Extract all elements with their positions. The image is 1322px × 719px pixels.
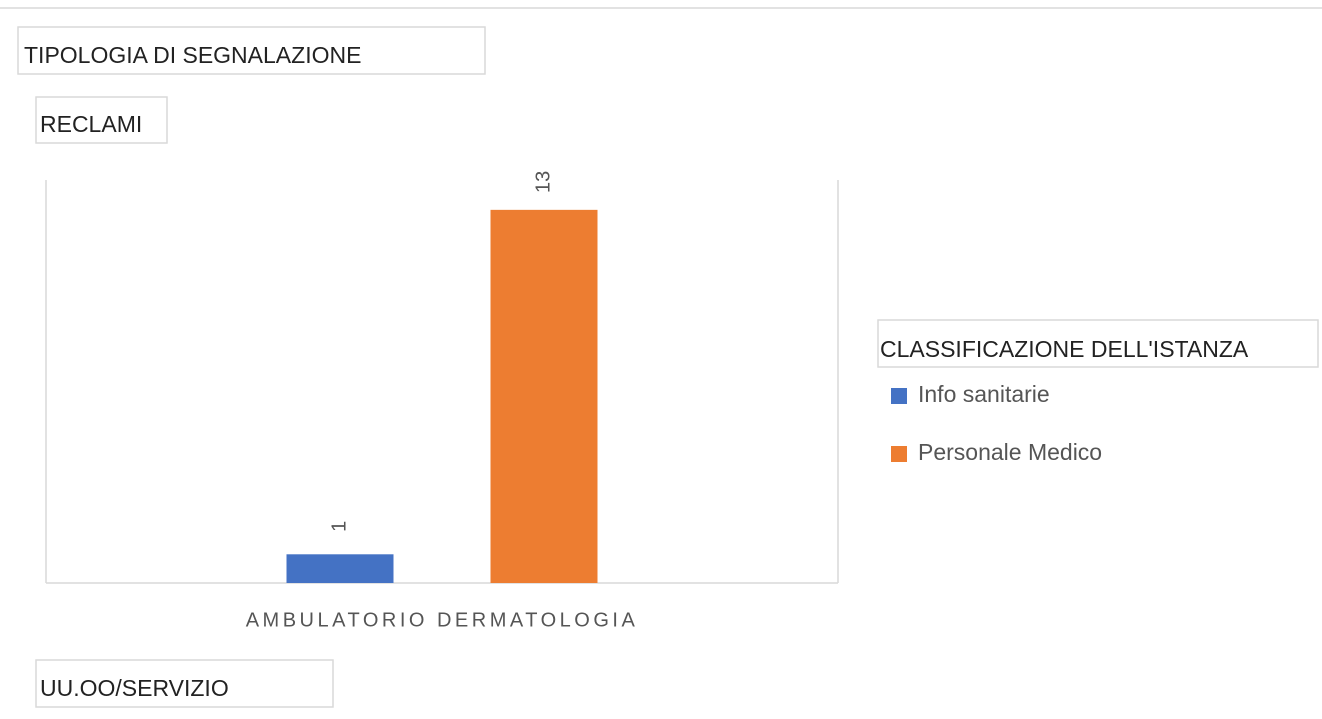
filter-value-box[interactable] — [35, 96, 168, 144]
filter-value[interactable]: RECLAMI — [40, 111, 142, 137]
legend-swatch — [891, 446, 907, 462]
legend-title[interactable]: CLASSIFICAZIONE DELL'ISTANZA — [880, 336, 1249, 362]
bar — [286, 554, 394, 583]
legend-swatch — [891, 388, 907, 404]
legend-label: Info sanitarie — [918, 381, 1050, 407]
data-label: 13 — [532, 171, 554, 193]
bar — [490, 209, 598, 583]
filter-field-box[interactable] — [17, 26, 486, 75]
data-label: 1 — [328, 521, 350, 532]
legend-label: Personale Medico — [918, 439, 1102, 465]
legend-title-box[interactable] — [877, 319, 1319, 368]
filter-field[interactable]: TIPOLOGIA DI SEGNALAZIONE — [24, 42, 361, 68]
x-tick-label: AMBULATORIO DERMATOLOGIA — [246, 609, 639, 631]
x-field-box[interactable] — [35, 659, 334, 708]
x-field[interactable]: UU.OO/SERVIZIO — [40, 675, 229, 701]
